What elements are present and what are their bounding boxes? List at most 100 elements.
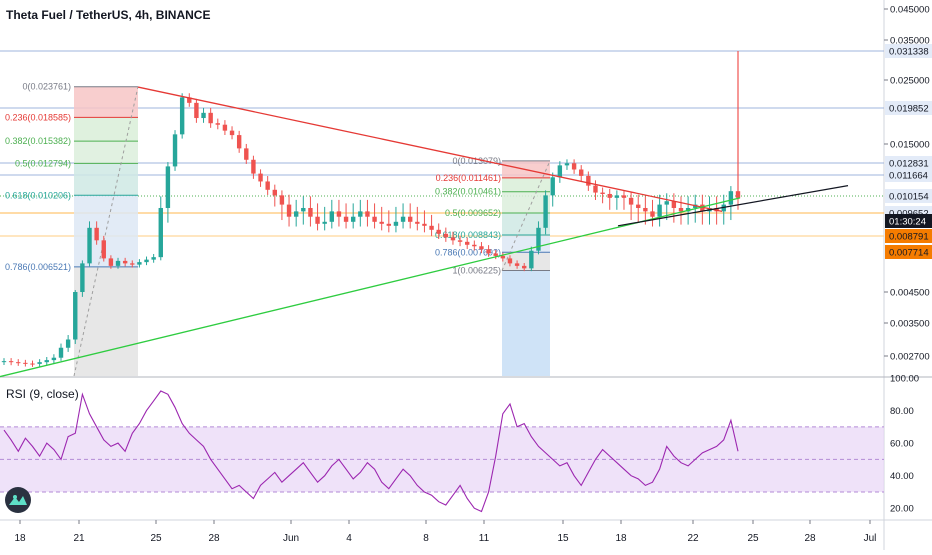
fib-left-label: 0.382(0.015382): [5, 136, 71, 146]
fib-left-label: 0.786(0.006521): [5, 262, 71, 272]
candle-body: [514, 263, 520, 266]
price-tag-bg: [885, 229, 932, 243]
y-tick-label: 0.003500: [890, 319, 930, 330]
candle-body: [336, 211, 342, 217]
fib-right-zone: [502, 213, 550, 235]
candle-body: [172, 134, 178, 167]
x-tick-label: 8: [423, 533, 429, 544]
candle-body: [422, 223, 427, 226]
trendline-breakout[interactable]: [617, 185, 849, 227]
symbol-title[interactable]: Theta Fuel / TetherUS, 4h, BINANCE: [6, 8, 211, 22]
candle-body: [593, 185, 598, 193]
candle-body: [536, 227, 541, 251]
candle-body: [493, 253, 498, 256]
candle-body: [308, 207, 313, 217]
trendline-support[interactable]: [0, 197, 741, 378]
candle-body: [272, 189, 277, 196]
candle-body: [251, 159, 256, 174]
x-tick-label: Jul: [864, 533, 877, 544]
candle-body: [201, 112, 206, 119]
candle-body: [115, 260, 121, 266]
x-tick-label: 4: [346, 533, 352, 544]
y-tick-label: 0.015000: [890, 140, 930, 151]
candle-body: [265, 181, 270, 190]
rsi-y-tick-label: 80.00: [890, 406, 914, 417]
rsi-y-tick-label: 100.00: [890, 374, 919, 385]
candle-body: [671, 201, 677, 208]
y-tick-label: 0.035000: [890, 36, 930, 47]
fib-left-label: 0.618(0.010206): [5, 190, 71, 200]
price-tag-label: 0.010154: [889, 192, 929, 203]
price-tag-bg: [885, 189, 932, 203]
rsi-y-tick-label: 20.00: [890, 504, 914, 515]
rsi-title[interactable]: RSI (9, close): [6, 387, 79, 401]
x-tick-label: 18: [615, 533, 627, 544]
candle-body: [721, 204, 726, 212]
candle-body: [1, 361, 7, 363]
candle-body: [158, 207, 163, 258]
price-tag-label: 0.008791: [889, 232, 929, 243]
candle-body: [522, 265, 527, 269]
candle-body: [636, 204, 641, 208]
y-tick-label: 0.002700: [890, 352, 930, 363]
fib-right-label: 0(0.013079): [452, 156, 501, 166]
candle-body: [329, 211, 335, 222]
candle-body: [650, 211, 655, 217]
candle-body: [529, 250, 534, 269]
candle-body: [51, 357, 57, 361]
candle-body: [365, 211, 370, 217]
candle-body: [208, 112, 213, 124]
fib-right-label: 0.5(0.009652): [445, 208, 501, 218]
candle-body: [16, 362, 21, 364]
fib-left-label: 0.236(0.018585): [5, 112, 71, 122]
x-tick-label: 22: [687, 533, 699, 544]
candle-body: [293, 211, 299, 217]
x-tick-label: 25: [150, 533, 162, 544]
price-tag-label: 01:30:24: [889, 217, 926, 228]
price-tag-bg: [885, 245, 932, 259]
fib-left-zone: [74, 141, 138, 164]
price-tag-label: 0.019852: [889, 104, 929, 115]
candle-body: [678, 207, 684, 212]
candle-body: [465, 241, 470, 245]
tradingview-logo-icon[interactable]: [5, 487, 31, 513]
candle-body: [137, 262, 142, 265]
candle-body: [664, 201, 669, 205]
candle-body: [58, 347, 64, 358]
candle-body: [472, 244, 477, 247]
candle-body: [479, 246, 484, 250]
candle-body: [122, 260, 128, 264]
candle-body: [108, 258, 114, 266]
candle-body: [600, 192, 605, 194]
candle-body: [486, 249, 491, 254]
x-tick-label: 25: [747, 533, 759, 544]
price-tag-bg: [885, 214, 932, 228]
candle-body: [130, 263, 135, 265]
fib-right-label: 0.618(0.008843): [435, 230, 501, 240]
candle-body: [87, 227, 92, 264]
price-tag-label: 0.007714: [889, 248, 929, 259]
candle-body: [343, 216, 349, 222]
fib-left-zone: [74, 195, 138, 267]
fib-left-zone: [74, 117, 138, 142]
candle-body: [628, 197, 634, 205]
date-range-zone[interactable]: [502, 270, 550, 376]
rsi-line[interactable]: [3, 390, 739, 513]
trendline-resistance[interactable]: [137, 86, 723, 213]
fib-right-zone: [502, 252, 550, 271]
candle-body: [165, 166, 171, 208]
candle-body: [194, 102, 199, 119]
candle-body: [393, 221, 399, 226]
candle-body: [500, 255, 506, 259]
candles: [1, 93, 741, 367]
candle-body: [457, 240, 463, 242]
fib-right-label: 0.236(0.011461): [436, 173, 501, 183]
fib-left-trend: [73, 86, 139, 377]
candle-body: [643, 207, 648, 212]
fib-right-zone: [502, 177, 550, 192]
x-tick-label: 21: [73, 533, 85, 544]
candle-body: [507, 258, 513, 264]
candle-body: [151, 257, 156, 260]
candle-body: [379, 221, 384, 224]
